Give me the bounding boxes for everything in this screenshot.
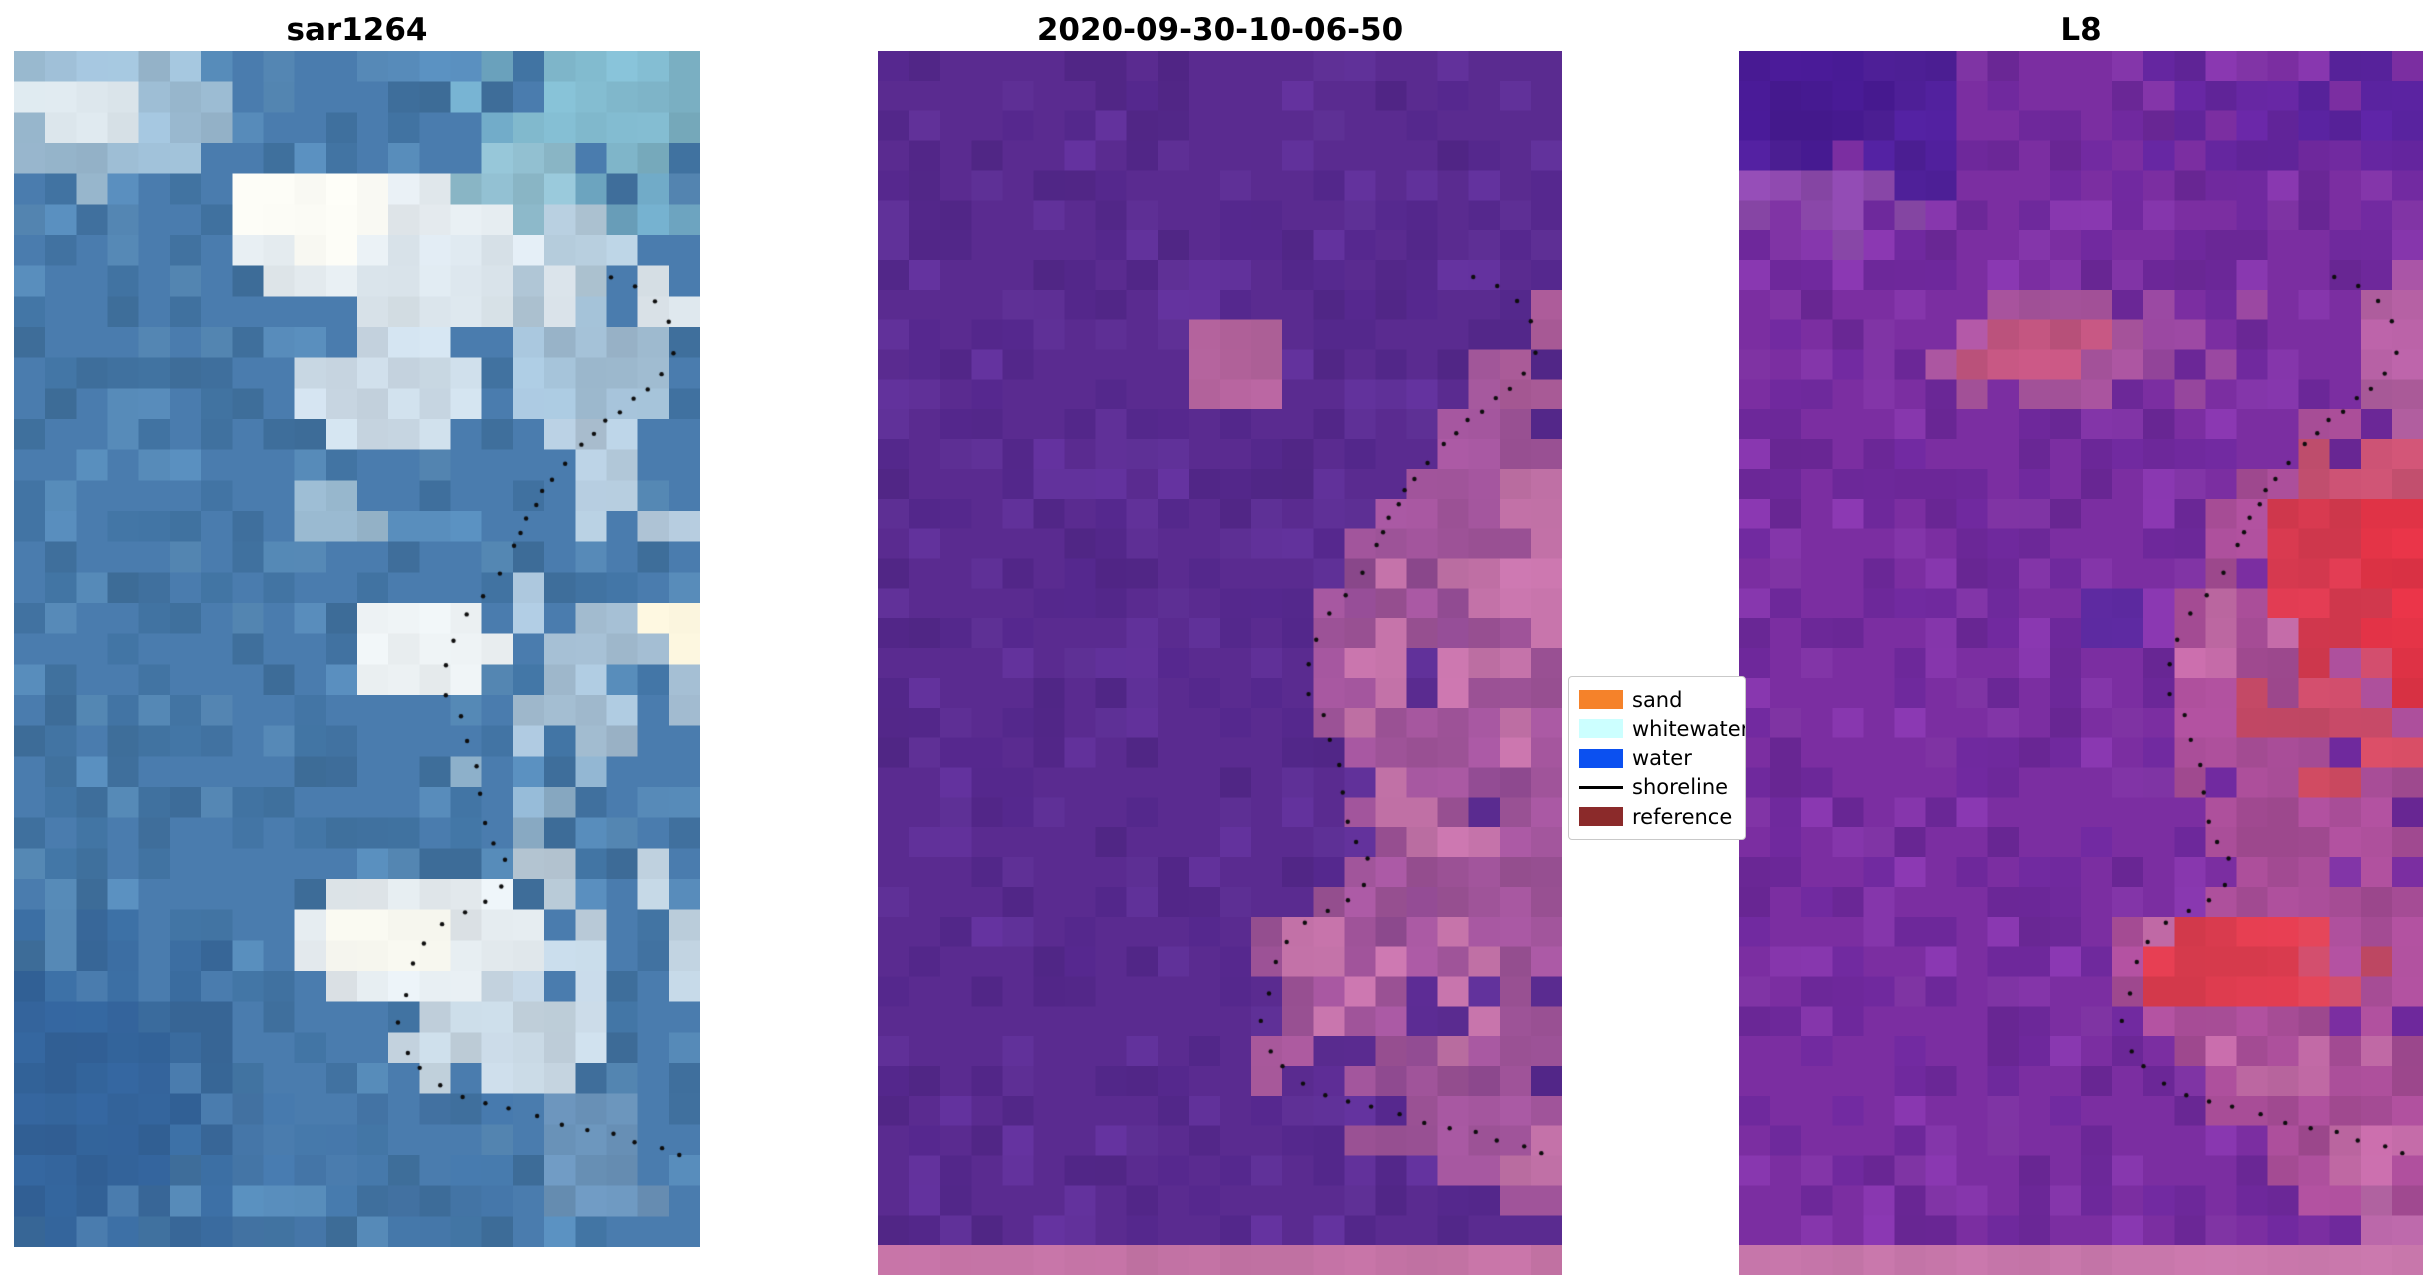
legend-label-reference: reference (1632, 804, 1733, 829)
legend-label-sand: sand (1632, 687, 1683, 712)
reference-swatch-icon (1579, 807, 1623, 826)
whitewater-swatch-icon (1579, 719, 1623, 739)
l8-image-panel (1739, 51, 2423, 1275)
legend-box: sand whitewater water shoreline referenc… (1568, 676, 1746, 840)
shoreline-dots-overlay (1739, 51, 2423, 1245)
legend-item-shoreline: shoreline (1579, 774, 1737, 801)
legend-label-shoreline: shoreline (1632, 775, 1729, 800)
legend-label-water: water (1632, 746, 1692, 770)
sand-swatch-icon (1579, 690, 1623, 709)
legend-item-sand: sand (1579, 686, 1737, 713)
panel-title-sar1264: sar1264 (286, 12, 428, 48)
legend-item-water: water (1579, 745, 1737, 772)
legend-label-whitewater: whitewater (1632, 716, 1746, 741)
water-swatch-icon (1579, 748, 1623, 768)
shoreline-dots-overlay (878, 51, 1562, 1245)
panel-title-date: 2020-09-30-10-06-50 (1036, 12, 1404, 48)
shoreline-line-icon (1579, 785, 1623, 789)
panel-title-l8: L8 (2060, 12, 2102, 48)
sar-image-panel (14, 51, 700, 1247)
legend-item-whitewater: whitewater (1579, 715, 1745, 742)
classification-image-panel (878, 51, 1562, 1275)
shoreline-dots-overlay (14, 51, 700, 1247)
legend-item-reference: reference (1579, 803, 1737, 830)
